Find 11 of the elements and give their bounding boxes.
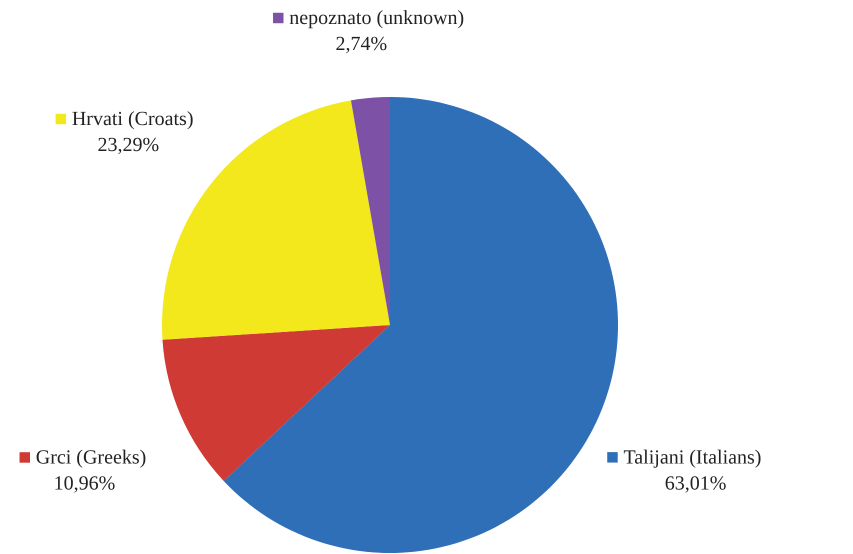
legend-label: Talijani (Italians) bbox=[623, 446, 762, 468]
pie-slice bbox=[350, 97, 390, 325]
pie-slice bbox=[224, 97, 618, 553]
data-label: 2,74% bbox=[336, 33, 388, 55]
legend-label: Grci (Greeks) bbox=[36, 446, 146, 468]
data-label: 63,01% bbox=[664, 472, 726, 494]
data-label: 10,96% bbox=[54, 472, 116, 494]
legend-label: nepoznato (unknown) bbox=[289, 7, 464, 29]
data-label: 23,29% bbox=[98, 134, 160, 156]
legend-label: Hrvati (Croats) bbox=[72, 108, 194, 130]
pie-slice bbox=[162, 325, 390, 481]
